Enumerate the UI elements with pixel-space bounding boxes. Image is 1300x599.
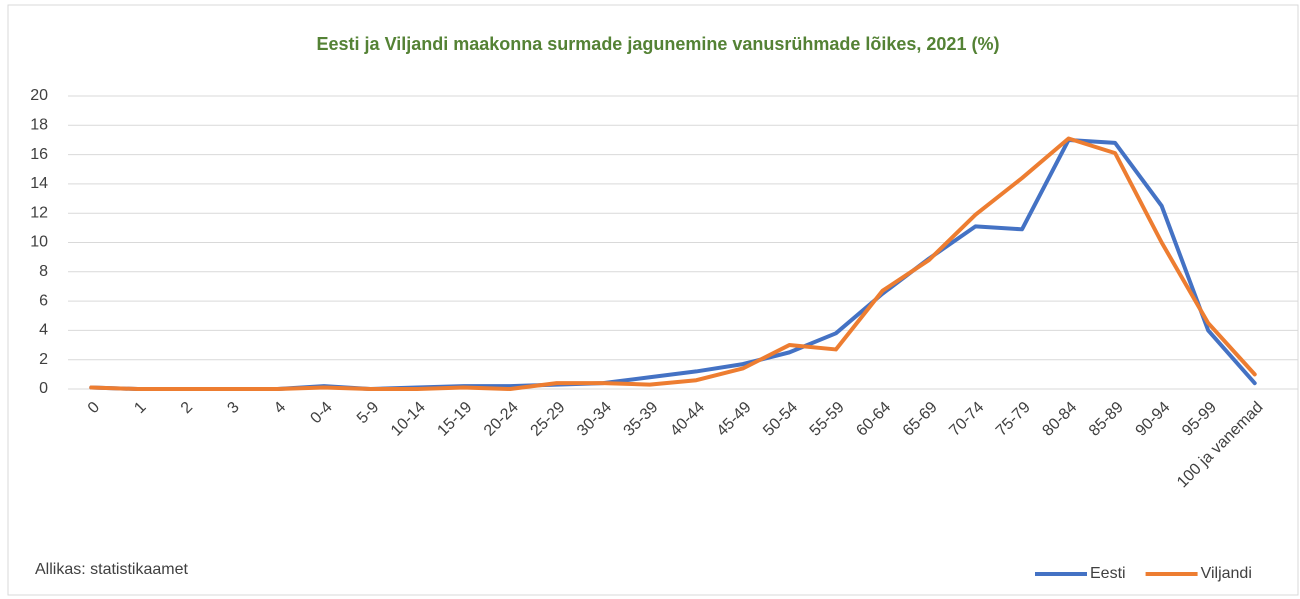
legend-label: Eesti	[1090, 565, 1126, 582]
y-tick-label: 20	[30, 87, 48, 104]
y-tick-label: 10	[30, 234, 48, 251]
y-tick-label: 8	[39, 263, 48, 280]
chart-frame	[7, 4, 1299, 596]
y-tick-label: 2	[39, 351, 48, 368]
chart-title: Eesti ja Viljandi maakonna surmade jagun…	[317, 34, 1000, 54]
y-tick-label: 16	[30, 146, 48, 163]
y-tick-label: 12	[30, 204, 48, 221]
y-tick-label: 6	[39, 292, 48, 309]
legend-label: Viljandi	[1201, 565, 1252, 582]
y-tick-label: 18	[30, 117, 48, 134]
y-tick-label: 0	[39, 380, 48, 397]
y-tick-label: 14	[30, 175, 48, 192]
line-series	[89, 136, 1257, 391]
y-tick-label: 4	[39, 322, 48, 339]
source-note: Allikas: statistikaamet	[35, 561, 188, 578]
